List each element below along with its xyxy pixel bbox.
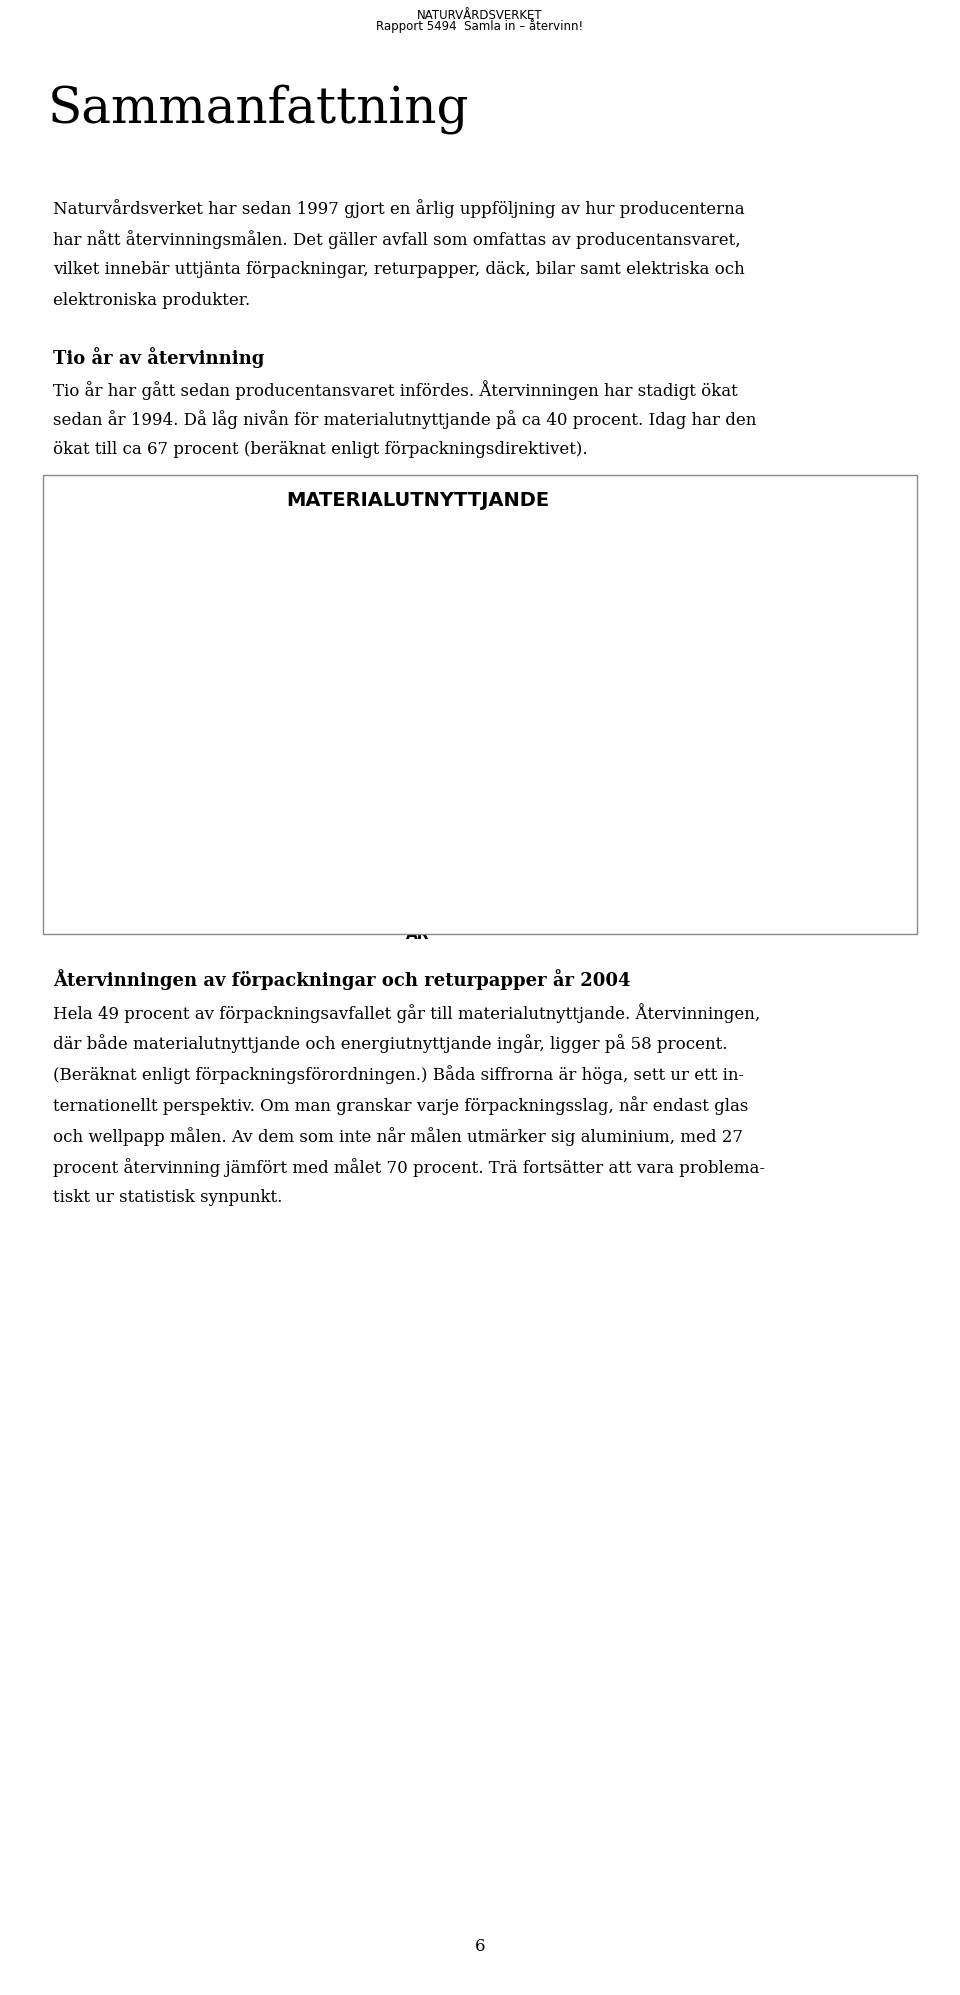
Metall bbox=[580, 634, 591, 658]
Totalt bbox=[188, 720, 200, 744]
Text: ternationellt perspektiv. Om man granskar varje förpackningsslag, når endast gla: ternationellt perspektiv. Om man granska… bbox=[53, 1097, 748, 1115]
Line: Papper: Papper bbox=[134, 632, 701, 724]
Totalt bbox=[244, 668, 255, 692]
Totalt bbox=[691, 646, 703, 670]
Glas bbox=[580, 569, 591, 593]
Papper bbox=[300, 650, 312, 674]
Plast bbox=[636, 800, 647, 824]
Text: Naturvårdsverket har sedan 1997 gjort en årlig uppföljning av hur producenterna: Naturvårdsverket har sedan 1997 gjort en… bbox=[53, 200, 744, 217]
Plast bbox=[523, 824, 535, 848]
Papper bbox=[636, 626, 647, 650]
Plast bbox=[300, 834, 312, 858]
Text: elektroniska produkter.: elektroniska produkter. bbox=[53, 291, 250, 309]
Plast bbox=[188, 860, 200, 884]
Text: sedan år 1994. Då låg nivån för materialutnyttjande på ca 40 procent. Idag har d: sedan år 1994. Då låg nivån för material… bbox=[53, 411, 756, 429]
Metall bbox=[636, 630, 647, 654]
Totalt bbox=[636, 650, 647, 674]
Glas bbox=[412, 583, 423, 606]
Glas bbox=[691, 535, 703, 559]
Text: 6: 6 bbox=[475, 1937, 485, 1955]
Plast bbox=[580, 812, 591, 836]
Plast bbox=[468, 820, 479, 844]
Metall bbox=[468, 656, 479, 680]
Metall bbox=[244, 716, 255, 740]
Metall bbox=[412, 704, 423, 728]
Text: NATURVÅRDSVERKET: NATURVÅRDSVERKET bbox=[418, 8, 542, 22]
Text: där både materialutnyttjande och energiutnyttjande ingår, ligger på 58 procent.: där både materialutnyttjande och energiu… bbox=[53, 1035, 728, 1053]
Text: (Beräknat enligt förpackningsförordningen.) Båda siffrorna är höga, sett ur ett : (Beräknat enligt förpackningsförordninge… bbox=[53, 1065, 744, 1085]
Glas bbox=[356, 587, 368, 610]
Metall bbox=[691, 646, 703, 670]
Text: Tio år av återvinning: Tio år av återvinning bbox=[53, 347, 264, 367]
Totalt bbox=[523, 652, 535, 676]
Line: Metall: Metall bbox=[133, 638, 702, 836]
Metall bbox=[356, 708, 368, 732]
Text: tiskt ur statistisk synpunkt.: tiskt ur statistisk synpunkt. bbox=[53, 1189, 282, 1207]
Glas bbox=[132, 678, 144, 702]
Glas bbox=[188, 660, 200, 684]
Metall bbox=[523, 638, 535, 662]
Line: Glas: Glas bbox=[134, 545, 701, 694]
Glas bbox=[523, 583, 535, 606]
Papper bbox=[580, 626, 591, 650]
Glas bbox=[244, 624, 255, 648]
Text: Sammanfattning: Sammanfattning bbox=[48, 84, 469, 134]
Y-axis label: Procent (%): Procent (%) bbox=[55, 672, 69, 754]
Text: procent återvinning jämfört med målet 70 procent. Trä fortsätter att vara proble: procent återvinning jämfört med målet 70… bbox=[53, 1159, 765, 1177]
Glas bbox=[468, 577, 479, 600]
Text: Tio år har gått sedan producentansvaret infördes. Återvinningen har stadigt ökat: Tio år har gått sedan producentansvaret … bbox=[53, 379, 737, 399]
Totalt bbox=[356, 664, 368, 688]
Totalt bbox=[580, 646, 591, 670]
X-axis label: ÅR: ÅR bbox=[406, 928, 429, 942]
Text: Hela 49 procent av förpackningsavfallet går till materialutnyttjande. Återvinnin: Hela 49 procent av förpackningsavfallet … bbox=[53, 1003, 760, 1023]
Metall bbox=[188, 820, 200, 844]
Text: Rapport 5494  Samla in – återvinn!: Rapport 5494 Samla in – återvinn! bbox=[376, 18, 584, 34]
Papper bbox=[188, 690, 200, 714]
Metall bbox=[132, 820, 144, 844]
Glas bbox=[300, 608, 312, 632]
Text: har nått återvinningsmålen. Det gäller avfall som omfattas av producentansvaret,: har nått återvinningsmålen. Det gäller a… bbox=[53, 229, 740, 249]
Papper bbox=[132, 708, 144, 732]
Papper bbox=[356, 638, 368, 662]
Totalt bbox=[468, 660, 479, 684]
Plast bbox=[691, 794, 703, 818]
Totalt bbox=[132, 734, 144, 758]
Legend: Glas, Plast, Papper, Metall, Totalt: Glas, Plast, Papper, Metall, Totalt bbox=[737, 529, 846, 664]
Line: Totalt: Totalt bbox=[132, 652, 703, 752]
Plast bbox=[412, 820, 423, 844]
Papper bbox=[412, 642, 423, 666]
Papper bbox=[691, 624, 703, 648]
Text: ökat till ca 67 procent (beräknat enligt förpackningsdirektivet).: ökat till ca 67 procent (beräknat enligt… bbox=[53, 441, 588, 459]
Papper bbox=[523, 642, 535, 666]
Totalt bbox=[300, 672, 312, 696]
Text: och wellpapp målen. Av dem som inte når målen utmärker sig aluminium, med 27: och wellpapp målen. Av dem som inte når … bbox=[53, 1127, 743, 1147]
Text: Återvinningen av förpackningar och returpapper år 2004: Återvinningen av förpackningar och retur… bbox=[53, 970, 631, 990]
Text: vilket innebär uttjänta förpackningar, returpapper, däck, bilar samt elektriska : vilket innebär uttjänta förpackningar, r… bbox=[53, 261, 745, 279]
Papper bbox=[468, 642, 479, 666]
Papper bbox=[244, 646, 255, 670]
Totalt bbox=[412, 664, 423, 688]
Text: MATERIALUTNYTTJANDE: MATERIALUTNYTTJANDE bbox=[286, 491, 549, 511]
Plast bbox=[244, 838, 255, 862]
Plast bbox=[132, 860, 144, 884]
Metall bbox=[300, 652, 312, 676]
Line: Plast: Plast bbox=[134, 802, 701, 876]
Plast bbox=[356, 824, 368, 848]
Glas bbox=[636, 551, 647, 575]
